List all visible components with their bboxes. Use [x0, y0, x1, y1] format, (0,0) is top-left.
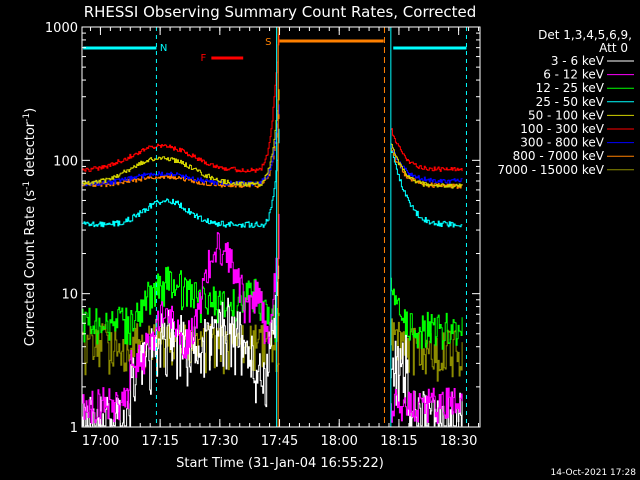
- flag-label-s: S: [265, 37, 271, 48]
- x-tick-label: 18:15: [380, 434, 417, 449]
- legend-entry-label: 50 - 100 keV: [528, 108, 605, 122]
- series-line-3-6-kev: [82, 265, 280, 427]
- series-line-7000-15000-kev: [390, 318, 463, 382]
- y-axis-label-sup1: -1: [22, 181, 32, 190]
- legend-entry-label: 100 - 300 keV: [520, 122, 604, 136]
- y-axis-label-mid: detector: [23, 121, 38, 181]
- series-line-100-300-kev: [82, 33, 280, 173]
- plot-data: N F S: [82, 27, 467, 427]
- y-axis-label-sup2: -1: [22, 113, 32, 122]
- legend-entry-label: 300 - 800 keV: [520, 136, 604, 150]
- series-line-6-12-kev: [390, 387, 463, 424]
- x-tick-label: 18:00: [320, 434, 357, 449]
- x-axis: 17:00 17:15 17:30 17:45 18:00 18:15 18:30: [82, 27, 480, 449]
- y-tick-label: 10: [61, 288, 78, 303]
- series-line-50-100-kev: [390, 143, 463, 189]
- y-tick-label: 100: [53, 154, 78, 169]
- x-tick-label: 17:00: [82, 434, 119, 449]
- x-tick-label: 17:15: [141, 434, 178, 449]
- x-tick-label: 17:30: [201, 434, 238, 449]
- legend-entry-label: 3 - 6 keV: [551, 54, 605, 68]
- timestamp: 14-Oct-2021 17:28: [551, 468, 637, 478]
- legend-entry-label: 7000 - 15000 keV: [497, 163, 604, 177]
- plot-frame: [81, 26, 481, 428]
- series-line-100-300-kev: [390, 128, 463, 172]
- series-line-50-100-kev: [82, 89, 280, 187]
- y-axis-label-end: ): [23, 108, 38, 113]
- flag-label-n: N: [160, 43, 167, 54]
- y-axis-label-main: Corrected Count Rate (s: [23, 190, 38, 347]
- series-line-25-50-kev: [82, 128, 280, 228]
- series-line-12-25-kev: [390, 277, 463, 350]
- legend-attenuator: Att 0: [599, 41, 628, 55]
- y-axis-label: Corrected Count Rate (s-1 detector-1): [22, 108, 38, 346]
- legend-detectors: Det 1,3,4,5,6,9,: [538, 28, 632, 42]
- x-tick-label: 17:45: [261, 434, 298, 449]
- y-tick-label: 1000: [45, 21, 78, 36]
- legend-entry-label: 12 - 25 keV: [536, 81, 605, 95]
- legend-entry-label: 800 - 7000 keV: [513, 149, 605, 163]
- legend-entry-label: 25 - 50 keV: [536, 95, 605, 109]
- series-line-12-25-kev: [82, 266, 280, 346]
- x-tick-label: 18:30: [440, 434, 477, 449]
- y-tick-label: 1: [70, 421, 78, 436]
- series-line-25-50-kev: [390, 147, 463, 228]
- series-line-6-12-kev: [82, 213, 280, 425]
- chart-title: RHESSI Observing Summary Count Rates, Co…: [84, 3, 477, 21]
- series-line-3-6-kev: [390, 334, 463, 427]
- flag-label-f: F: [201, 53, 207, 64]
- legend-entry-label: 6 - 12 keV: [543, 68, 605, 82]
- y-axis: 1 10 100 1000: [45, 21, 480, 436]
- x-axis-label: Start Time (31-Jan-04 16:55:22): [176, 456, 384, 471]
